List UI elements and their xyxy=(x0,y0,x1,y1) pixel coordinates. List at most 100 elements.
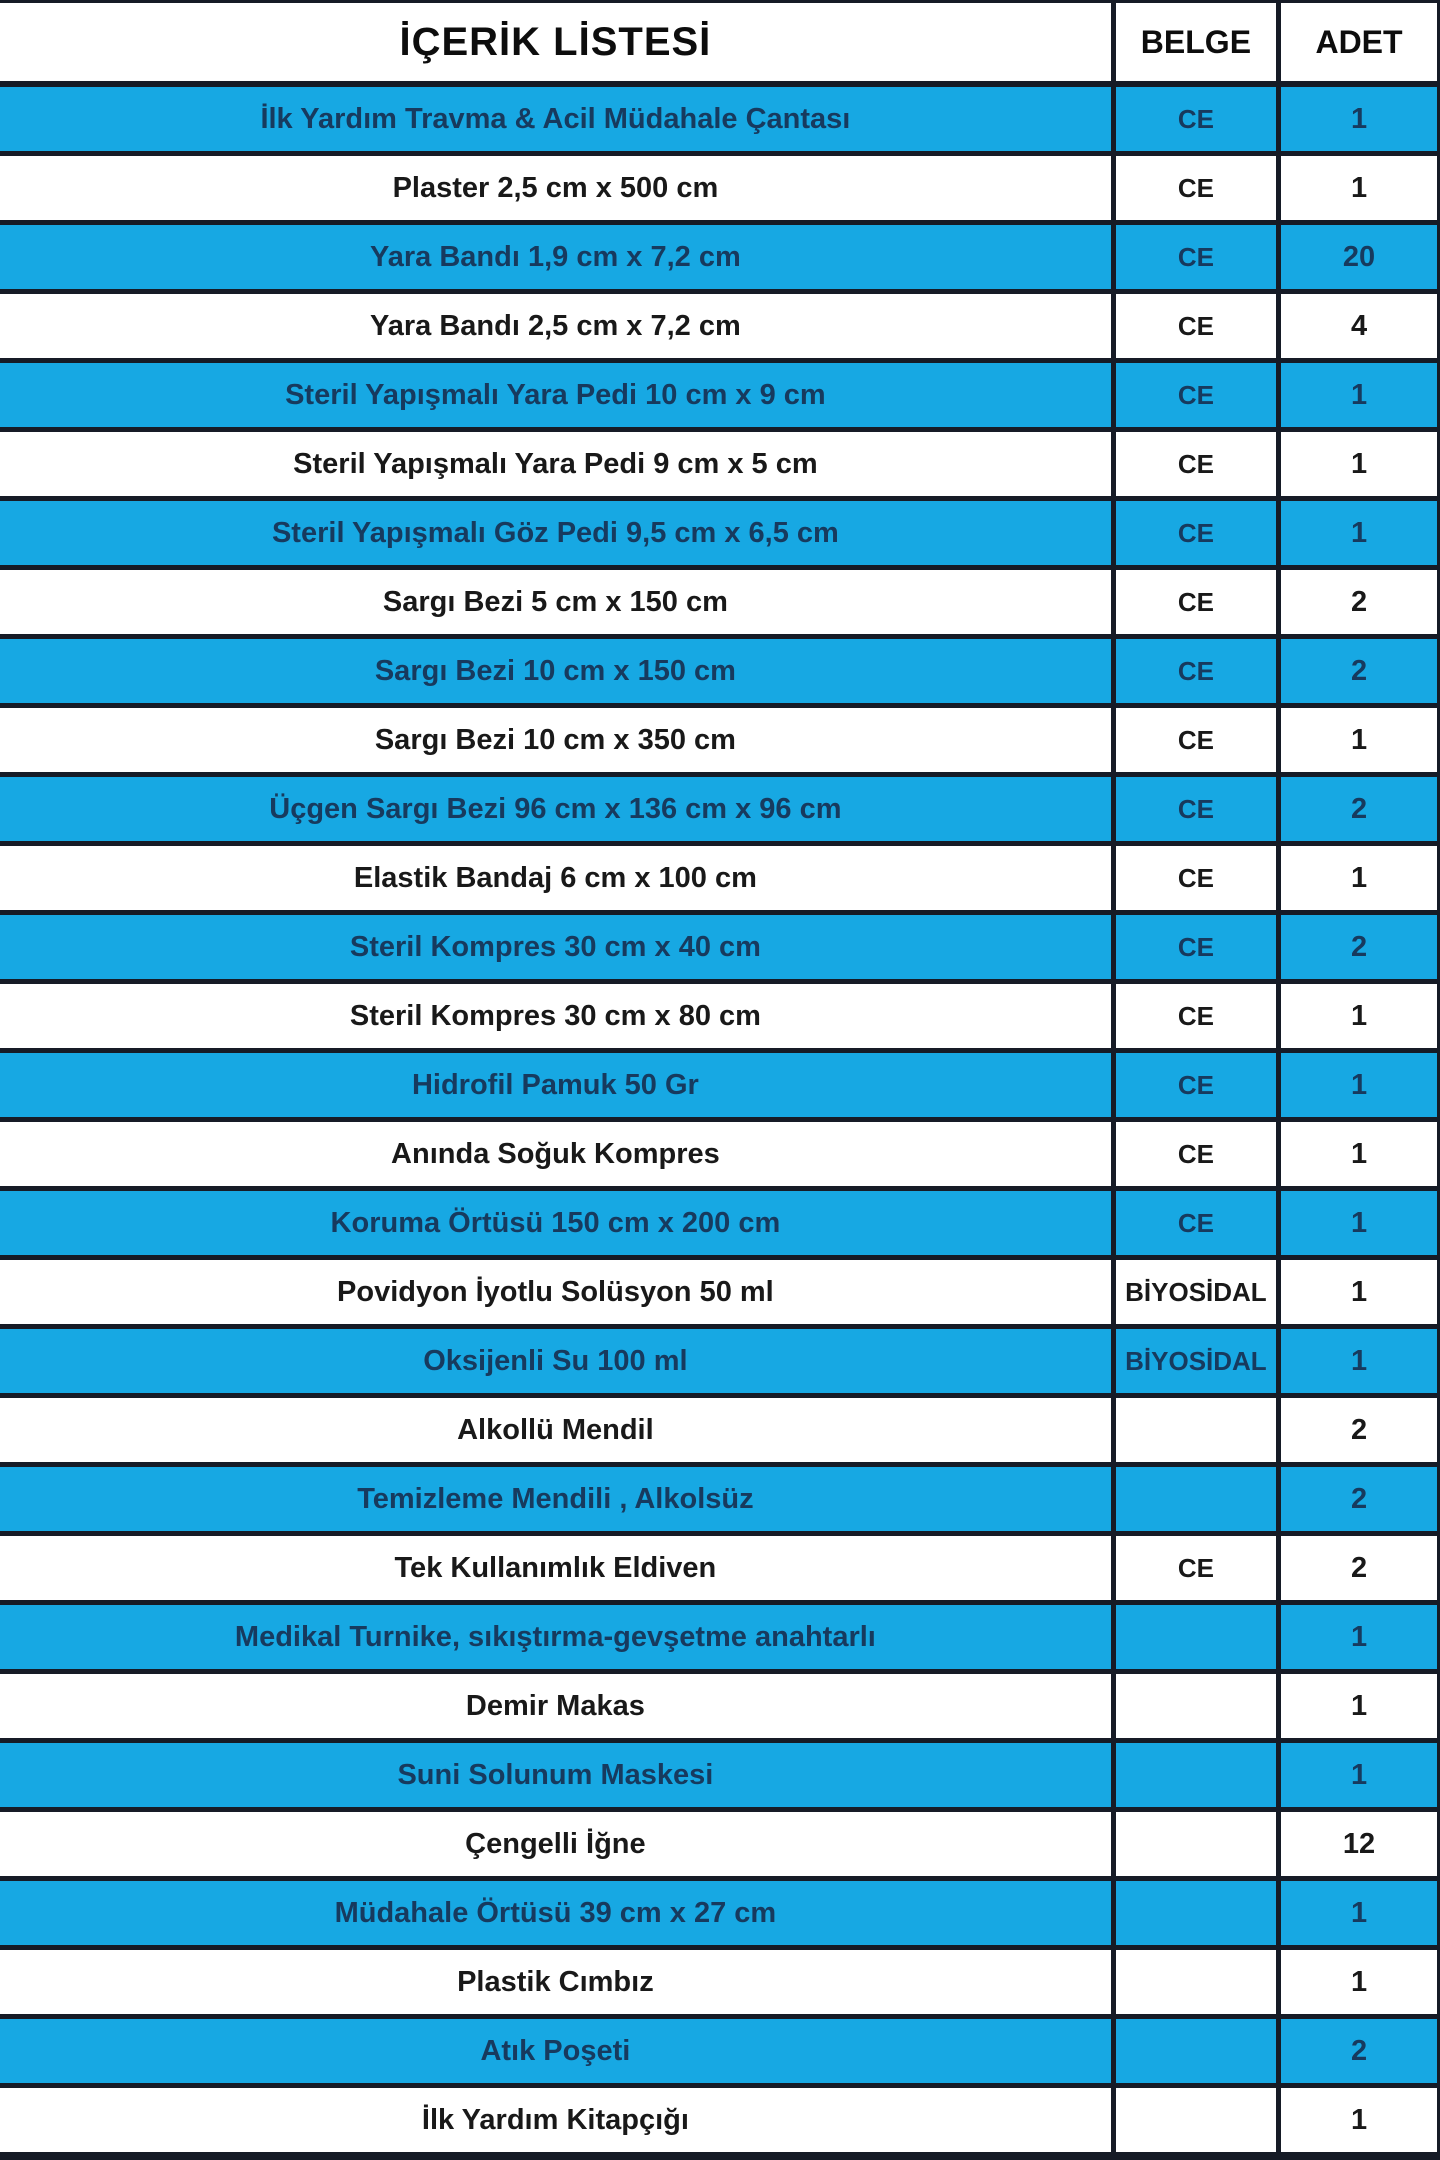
certificate-cell xyxy=(1110,1743,1276,1807)
quantity-cell: 1 xyxy=(1276,363,1437,427)
table-row: Yara Bandı 2,5 cm x 7,2 cm CE 4 xyxy=(0,294,1437,363)
quantity-cell: 2 xyxy=(1276,1398,1437,1462)
table-row: Plaster 2,5 cm x 500 cm CE 1 xyxy=(0,156,1437,225)
quantity-cell: 1 xyxy=(1276,708,1437,772)
item-name-cell: Steril Yapışmalı Yara Pedi 9 cm x 5 cm xyxy=(293,447,818,480)
item-name-cell: Anında Soğuk Kompres xyxy=(391,1137,720,1170)
table-row: Sargı Bezi 10 cm x 350 cm CE 1 xyxy=(0,708,1437,777)
item-name-cell: Temizleme Mendili , Alkolsüz xyxy=(357,1482,754,1515)
certificate-cell: CE xyxy=(1110,156,1276,220)
quantity-cell: 2 xyxy=(1276,2019,1437,2083)
table-row: Steril Yapışmalı Yara Pedi 10 cm x 9 cm C… xyxy=(0,363,1437,432)
quantity-cell: 1 xyxy=(1276,1329,1437,1393)
table-row: Sargı Bezi 10 cm x 150 cm CE 2 xyxy=(0,639,1437,708)
certificate-cell: CE xyxy=(1110,294,1276,358)
table-row: Steril Yapışmalı Göz Pedi 9,5 cm x 6,5 c… xyxy=(0,501,1437,570)
certificate-cell xyxy=(1110,1674,1276,1738)
table-row: Steril Kompres 30 cm x 80 cm CE 1 xyxy=(0,984,1437,1053)
table-row: Tek Kullanımlık Eldiven CE 2 xyxy=(0,1536,1437,1605)
quantity-cell: 2 xyxy=(1276,1536,1437,1600)
quantity-cell: 1 xyxy=(1276,1191,1437,1255)
certificate-cell: CE xyxy=(1110,87,1276,151)
certificate-cell: CE xyxy=(1110,432,1276,496)
certificate-cell xyxy=(1110,2088,1276,2152)
certificate-cell: CE xyxy=(1110,225,1276,289)
quantity-cell: 2 xyxy=(1276,777,1437,841)
certificate-cell xyxy=(1110,2019,1276,2083)
quantity-cell: 1 xyxy=(1276,1743,1437,1807)
certificate-cell xyxy=(1110,1467,1276,1531)
page-title: İÇERİK LİSTESİ xyxy=(399,19,712,64)
certificate-cell: CE xyxy=(1110,1122,1276,1186)
item-name-cell: İlk Yardım Kitapçığı xyxy=(421,2103,689,2136)
item-name-cell: Sargı Bezi 10 cm x 350 cm xyxy=(374,723,736,756)
item-name-cell: Hidrofil Pamuk 50 Gr xyxy=(411,1068,699,1101)
item-name-cell: Yara Bandı 1,9 cm x 7,2 cm xyxy=(370,240,741,273)
table-row: Çengelli İğne 12 xyxy=(0,1812,1437,1881)
quantity-cell: 1 xyxy=(1276,1122,1437,1186)
column-header-adet: ADET xyxy=(1276,3,1437,81)
certificate-cell xyxy=(1110,1881,1276,1945)
quantity-cell: 1 xyxy=(1276,432,1437,496)
certificate-cell: CE xyxy=(1110,1053,1276,1117)
certificate-cell: CE xyxy=(1110,777,1276,841)
certificate-cell: CE xyxy=(1110,363,1276,427)
quantity-cell: 1 xyxy=(1276,1674,1437,1738)
table-row: Anında Soğuk Kompres CE 1 xyxy=(0,1122,1437,1191)
table-row: Yara Bandı 1,9 cm x 7,2 cm CE 20 xyxy=(0,225,1437,294)
certificate-cell xyxy=(1110,1398,1276,1462)
certificate-cell xyxy=(1110,1605,1276,1669)
certificate-cell xyxy=(1110,1950,1276,2014)
certificate-cell: CE xyxy=(1110,984,1276,1048)
item-name-cell: Yara Bandı 2,5 cm x 7,2 cm xyxy=(370,309,741,342)
item-name-cell: Tek Kullanımlık Eldiven xyxy=(394,1551,717,1584)
item-name-cell: Koruma Örtüsü 150 cm x 200 cm xyxy=(330,1206,781,1239)
item-name-cell: Plaster 2,5 cm x 500 cm xyxy=(392,171,719,204)
table-row: Elastik Bandaj 6 cm x 100 cm CE 1 xyxy=(0,846,1437,915)
item-name-cell: Atık Poşeti xyxy=(480,2034,631,2067)
table-row: Hidrofil Pamuk 50 Gr CE 1 xyxy=(0,1053,1437,1122)
item-name-cell: Üçgen Sargı Bezi 96 cm x 136 cm x 96 cm xyxy=(269,792,842,825)
quantity-cell: 2 xyxy=(1276,639,1437,703)
table-row: Sargı Bezi 5 cm x 150 cm CE 2 xyxy=(0,570,1437,639)
table-row: Temizleme Mendili , Alkolsüz 2 xyxy=(0,1467,1437,1536)
certificate-cell: CE xyxy=(1110,570,1276,634)
quantity-cell: 1 xyxy=(1276,984,1437,1048)
table-row: Koruma Örtüsü 150 cm x 200 cm CE 1 xyxy=(0,1191,1437,1260)
item-name-cell: Suni Solunum Maskesi xyxy=(397,1758,714,1791)
table-row: Müdahale Örtüsü 39 cm x 27 cm 1 xyxy=(0,1881,1437,1950)
table-row: Atık Poşeti 2 xyxy=(0,2019,1437,2088)
quantity-cell: 1 xyxy=(1276,1950,1437,2014)
certificate-cell: BİYOSİDAL xyxy=(1110,1260,1276,1324)
item-name-cell: Müdahale Örtüsü 39 cm x 27 cm xyxy=(334,1896,777,1929)
quantity-cell: 1 xyxy=(1276,156,1437,220)
quantity-cell: 1 xyxy=(1276,846,1437,910)
table-row: Alkollü Mendil 2 xyxy=(0,1398,1437,1467)
column-header-belge: BELGE xyxy=(1110,3,1276,81)
certificate-cell: CE xyxy=(1110,1536,1276,1600)
certificate-cell xyxy=(1110,1812,1276,1876)
quantity-cell: 1 xyxy=(1276,1881,1437,1945)
certificate-cell: CE xyxy=(1110,501,1276,565)
item-name-cell: Steril Yapışmalı Yara Pedi 10 cm x 9 cm xyxy=(285,378,826,411)
item-name-cell: Sargı Bezi 10 cm x 150 cm xyxy=(374,654,736,687)
table-row: İlk Yardım Kitapçığı 1 xyxy=(0,2088,1437,2152)
table-row: Üçgen Sargı Bezi 96 cm x 136 cm x 96 cm C… xyxy=(0,777,1437,846)
certificate-cell: CE xyxy=(1110,708,1276,772)
quantity-cell: 1 xyxy=(1276,501,1437,565)
quantity-cell: 2 xyxy=(1276,1467,1437,1531)
certificate-cell: CE xyxy=(1110,915,1276,979)
quantity-cell: 20 xyxy=(1276,225,1437,289)
quantity-cell: 2 xyxy=(1276,915,1437,979)
table-row: Plastik Cımbız 1 xyxy=(0,1950,1437,2019)
quantity-cell: 1 xyxy=(1276,2088,1437,2152)
item-name-cell: Povidyon İyotlu Solüsyon 50 ml xyxy=(337,1275,774,1308)
quantity-cell: 1 xyxy=(1276,1605,1437,1669)
item-name-cell: Demir Makas xyxy=(465,1689,645,1722)
item-name-cell: Medikal Turnike, sıkıştırma-gevşetme ana… xyxy=(234,1620,876,1653)
item-name-cell: Sargı Bezi 5 cm x 150 cm xyxy=(382,585,728,618)
quantity-cell: 1 xyxy=(1276,1053,1437,1117)
certificate-cell: CE xyxy=(1110,1191,1276,1255)
item-name-cell: Oksijenli Su 100 ml xyxy=(423,1344,688,1377)
quantity-cell: 12 xyxy=(1276,1812,1437,1876)
